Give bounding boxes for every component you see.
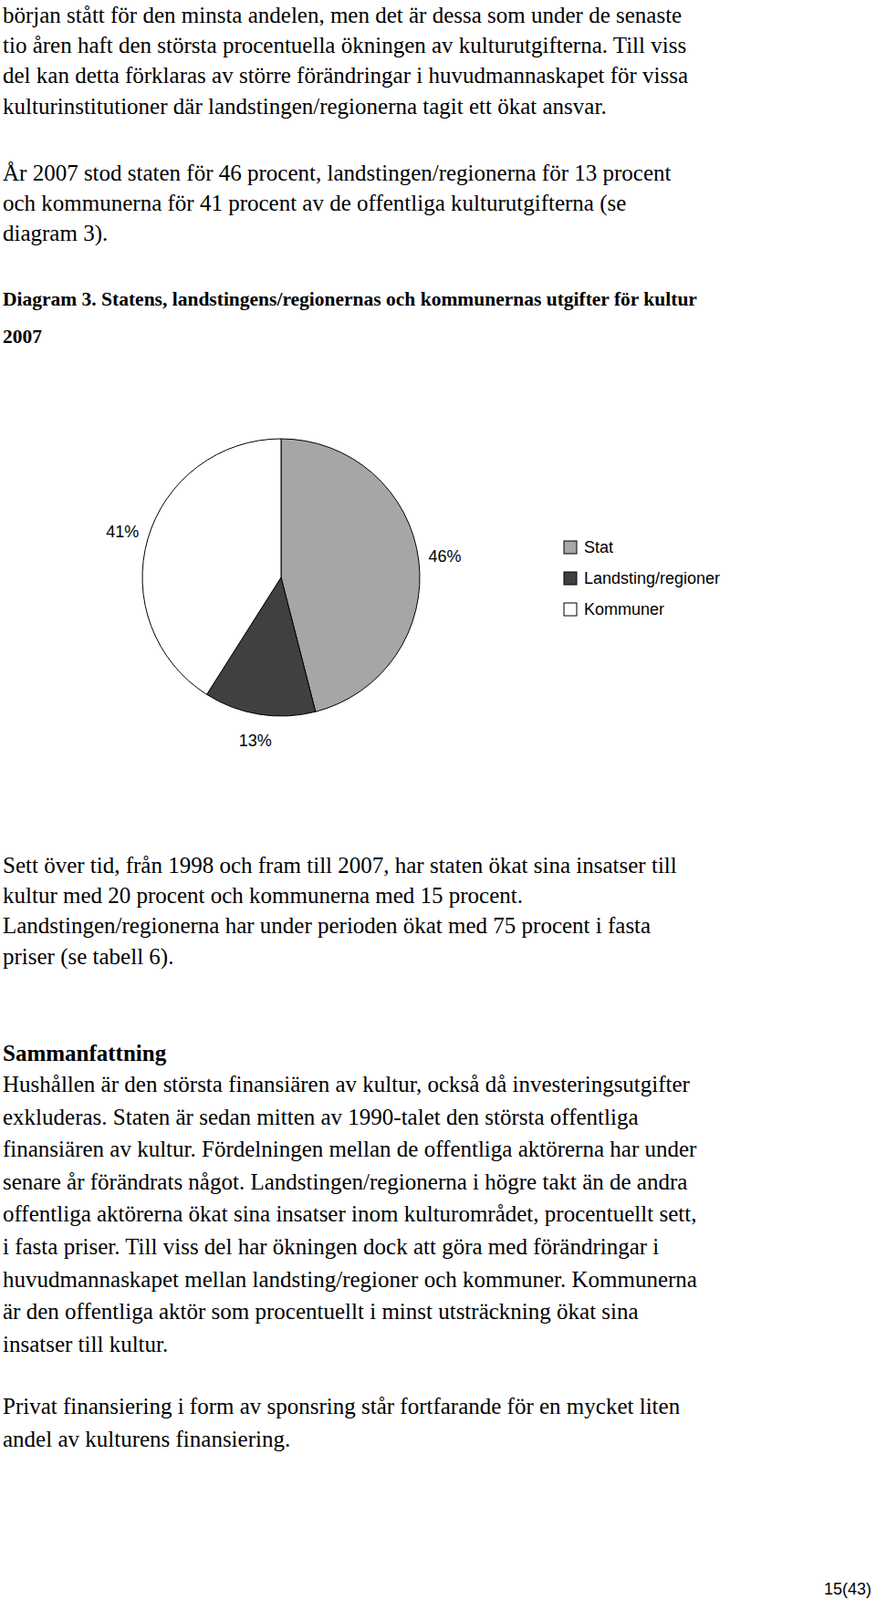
page-number: 15(43): [823, 1580, 872, 1599]
chart-title: Diagram 3. Statens, landstingens/regione…: [2, 288, 698, 311]
paragraph-line: och kommunerna för 41 procent av de offe…: [2, 190, 626, 217]
paragraph-line: i fasta priser. Till viss del har ökning…: [2, 1234, 659, 1260]
paragraph-line: priser (se tabell 6).: [2, 944, 174, 970]
paragraph-line: Sett över tid, från 1998 och fram till 2…: [2, 853, 678, 878]
paragraph-line: insatser till kultur.: [2, 1332, 168, 1357]
paragraph-line: del kan detta förklaras av större föränd…: [2, 62, 689, 88]
paragraph-line: offentliga aktörerna ökat sina insatser …: [2, 1201, 697, 1227]
paragraph-line: exkluderas. Staten är sedan mitten av 19…: [2, 1105, 639, 1130]
heading: Sammanfattning: [2, 1041, 167, 1066]
paragraph-line: är den offentliga aktör som procentuellt…: [2, 1299, 639, 1325]
chart-title: 2007: [2, 325, 42, 348]
paragraph-line: kulturinstitutioner där landstingen/regi…: [2, 93, 607, 119]
paragraph-line: andel av kulturens finansiering.: [2, 1427, 291, 1452]
pie-slice: [142, 438, 282, 695]
chart: Diagram 3. Statens, landstingens/regione…: [2, 288, 720, 751]
data-label: 13%: [239, 731, 272, 751]
data-label: 41%: [105, 522, 139, 542]
legend-swatch: [563, 541, 577, 554]
paragraph-line: Hushållen är den största finansiären av …: [2, 1072, 691, 1097]
paragraph-line: kultur med 20 procent och kommunerna med…: [2, 883, 523, 908]
legend-swatch: [563, 572, 577, 585]
paragraph-line: början stått för den minsta andelen, men…: [2, 2, 682, 28]
legend-label: Landsting/regioner: [584, 569, 720, 588]
pie: 46% 13% 41%: [105, 438, 461, 751]
paragraph-line: Privat finansiering i form av sponsring …: [2, 1394, 681, 1419]
paragraph-line: År 2007 stod staten för 46 procent, land…: [2, 160, 671, 186]
paragraph-line: Landstingen/regionerna har under periode…: [2, 913, 651, 939]
legend-swatch: [563, 603, 577, 616]
legend-label: Stat: [584, 538, 614, 557]
paragraph-line: diagram 3).: [2, 220, 108, 247]
legend-label: Kommuner: [584, 600, 665, 619]
paragraph-line: finansiären av kultur. Fördelningen mell…: [2, 1136, 698, 1162]
paragraph-line: tio åren haft den största procentuella ö…: [2, 32, 687, 58]
data-label: 46%: [428, 547, 462, 566]
paragraph-line: senare år förändrats något. Landstingen/…: [2, 1169, 688, 1195]
paragraph-line: huvudmannaskapet mellan landsting/region…: [2, 1267, 698, 1293]
legend: Stat Landsting/regioner Kommuner: [563, 538, 720, 619]
text-body: början stått för den minsta andelen, men…: [2, 2, 872, 1599]
page: början stått för den minsta andelen, men…: [0, 0, 876, 1600]
